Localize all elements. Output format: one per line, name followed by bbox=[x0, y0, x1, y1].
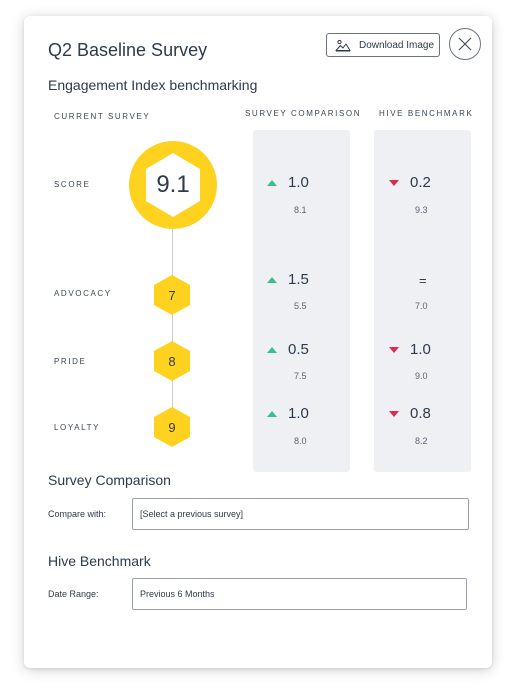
comparison-loyalty-delta: 1.0 bbox=[267, 405, 309, 422]
comparison-pride-ref: 7.5 bbox=[294, 371, 307, 381]
comparison-loyalty-delta-value: 1.0 bbox=[288, 405, 309, 422]
benchmark-score-delta: 0.2 bbox=[389, 174, 431, 191]
score-value: 9.1 bbox=[156, 171, 190, 198]
date-range-label: Date Range: bbox=[48, 589, 99, 599]
up-arrow-icon bbox=[267, 410, 277, 417]
image-icon bbox=[335, 38, 351, 52]
survey-modal: Q2 Baseline Survey Download Image Engage… bbox=[24, 16, 492, 668]
comparison-score-delta: 1.0 bbox=[267, 174, 309, 191]
up-arrow-icon bbox=[267, 276, 277, 283]
comparison-loyalty-ref: 8.0 bbox=[294, 436, 307, 446]
benchmark-score-delta-value: 0.2 bbox=[410, 174, 431, 191]
comparison-pride-delta: 0.5 bbox=[267, 341, 309, 358]
down-arrow-icon bbox=[389, 410, 399, 417]
benchmark-pride-delta-value: 1.0 bbox=[410, 341, 431, 358]
hive-benchmark-title: Hive Benchmark bbox=[48, 553, 151, 569]
column-header-comparison: SURVEY COMPARISON bbox=[245, 109, 362, 118]
compare-with-label: Compare with: bbox=[48, 509, 107, 519]
benchmark-loyalty-delta-value: 0.8 bbox=[410, 405, 431, 422]
connector-line bbox=[172, 226, 173, 421]
loyalty-value: 9 bbox=[168, 419, 176, 435]
benchmark-loyalty-delta: 0.8 bbox=[389, 405, 431, 422]
row-label-pride: PRIDE bbox=[54, 357, 87, 366]
download-image-label: Download Image bbox=[359, 39, 435, 51]
benchmark-pride-ref: 9.0 bbox=[415, 371, 428, 381]
advocacy-hexagon: 7 bbox=[153, 275, 191, 315]
score-hexagon: 9.1 bbox=[127, 139, 219, 231]
benchmark-advocacy-equal: = bbox=[419, 273, 427, 288]
comparison-advocacy-delta-value: 1.5 bbox=[288, 271, 309, 288]
benchmark-score-ref: 9.3 bbox=[415, 205, 428, 215]
benchmark-advocacy-ref: 7.0 bbox=[415, 301, 428, 311]
row-label-advocacy: ADVOCACY bbox=[54, 289, 112, 298]
column-header-benchmark: HIVE BENCHMARK bbox=[379, 109, 474, 118]
date-range-select[interactable]: Previous 6 Months bbox=[132, 578, 467, 610]
up-arrow-icon bbox=[267, 346, 277, 353]
down-arrow-icon bbox=[389, 179, 399, 186]
pride-hexagon: 8 bbox=[153, 341, 191, 381]
modal-title: Q2 Baseline Survey bbox=[48, 40, 208, 60]
comparison-advocacy-delta: 1.5 bbox=[267, 271, 309, 288]
close-icon bbox=[458, 37, 472, 51]
download-image-button[interactable]: Download Image bbox=[326, 33, 440, 57]
row-label-loyalty: LOYALTY bbox=[54, 423, 101, 432]
survey-comparison-title: Survey Comparison bbox=[48, 472, 171, 488]
row-label-score: SCORE bbox=[54, 180, 91, 189]
benchmark-loyalty-ref: 8.2 bbox=[415, 436, 428, 446]
pride-value: 8 bbox=[168, 353, 176, 369]
section-subtitle: Engagement Index benchmarking bbox=[48, 77, 258, 93]
column-header-current: CURRENT SURVEY bbox=[54, 112, 151, 121]
comparison-pride-delta-value: 0.5 bbox=[288, 341, 309, 358]
compare-with-select[interactable]: [Select a previous survey] bbox=[132, 498, 469, 530]
comparison-advocacy-ref: 5.5 bbox=[294, 301, 307, 311]
benchmark-pride-delta: 1.0 bbox=[389, 341, 431, 358]
comparison-score-ref: 8.1 bbox=[294, 205, 307, 215]
loyalty-hexagon: 9 bbox=[153, 407, 191, 447]
down-arrow-icon bbox=[389, 346, 399, 353]
close-button[interactable] bbox=[449, 28, 481, 60]
advocacy-value: 7 bbox=[168, 287, 176, 303]
up-arrow-icon bbox=[267, 179, 277, 186]
comparison-score-delta-value: 1.0 bbox=[288, 174, 309, 191]
